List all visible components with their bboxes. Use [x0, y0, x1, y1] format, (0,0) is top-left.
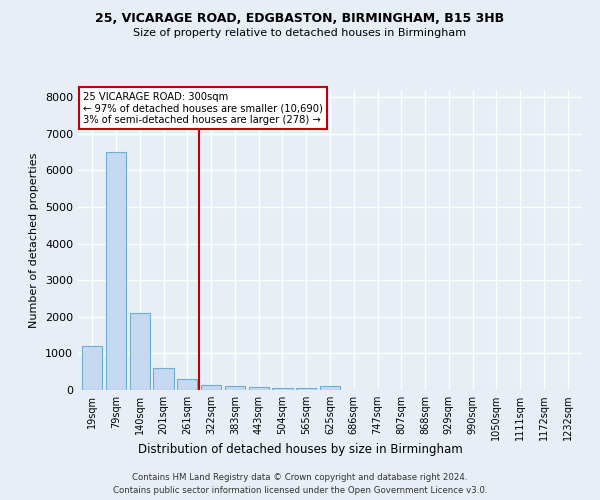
Bar: [225, 386, 245, 390]
Text: Contains HM Land Registry data © Crown copyright and database right 2024.: Contains HM Land Registry data © Crown c…: [132, 472, 468, 482]
Bar: [106, 152, 126, 390]
Y-axis label: Number of detached properties: Number of detached properties: [29, 152, 40, 328]
Bar: [154, 368, 173, 390]
Bar: [296, 388, 316, 390]
Text: 25 VICARAGE ROAD: 300sqm
← 97% of detached houses are smaller (10,690)
3% of sem: 25 VICARAGE ROAD: 300sqm ← 97% of detach…: [83, 92, 323, 124]
Text: Contains public sector information licensed under the Open Government Licence v3: Contains public sector information licen…: [113, 486, 487, 495]
Text: Distribution of detached houses by size in Birmingham: Distribution of detached houses by size …: [137, 442, 463, 456]
Text: Size of property relative to detached houses in Birmingham: Size of property relative to detached ho…: [133, 28, 467, 38]
Bar: [248, 388, 269, 390]
Bar: [272, 388, 293, 390]
Bar: [82, 346, 103, 390]
Bar: [130, 313, 150, 390]
Text: 25, VICARAGE ROAD, EDGBASTON, BIRMINGHAM, B15 3HB: 25, VICARAGE ROAD, EDGBASTON, BIRMINGHAM…: [95, 12, 505, 26]
Bar: [201, 384, 221, 390]
Bar: [320, 386, 340, 390]
Bar: [177, 379, 197, 390]
